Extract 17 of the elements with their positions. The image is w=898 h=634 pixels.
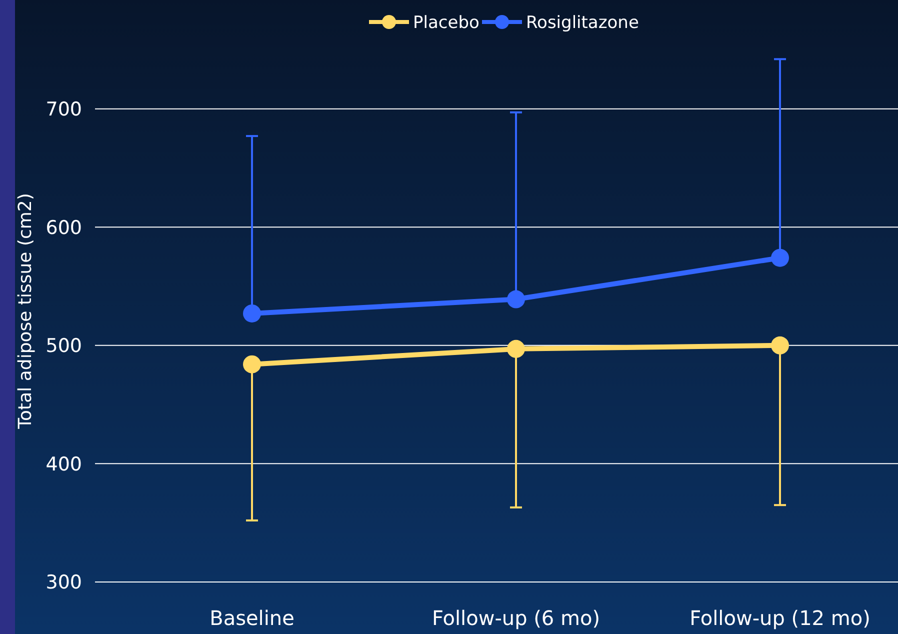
point xyxy=(243,304,261,322)
y-axis-title: Total adipose tissue (cm2) xyxy=(15,193,36,430)
x-tick-label: Follow-up (6 mo) xyxy=(432,606,600,630)
y-tick-label: 700 xyxy=(46,98,82,120)
legend-label: Placebo xyxy=(413,12,480,33)
legend-label: Rosiglitazone xyxy=(526,12,639,33)
y-tick-label: 400 xyxy=(46,453,82,476)
y-tick-label: 500 xyxy=(46,335,82,358)
point xyxy=(243,355,261,374)
x-tick-label: Baseline xyxy=(210,606,294,630)
point xyxy=(771,336,789,354)
point xyxy=(507,290,525,308)
x-tick-label: Follow-up (12 mo) xyxy=(690,606,870,630)
y-tick-label: 600 xyxy=(46,216,82,239)
point xyxy=(771,248,789,267)
point xyxy=(507,340,525,358)
y-tick-label: 300 xyxy=(46,572,82,594)
